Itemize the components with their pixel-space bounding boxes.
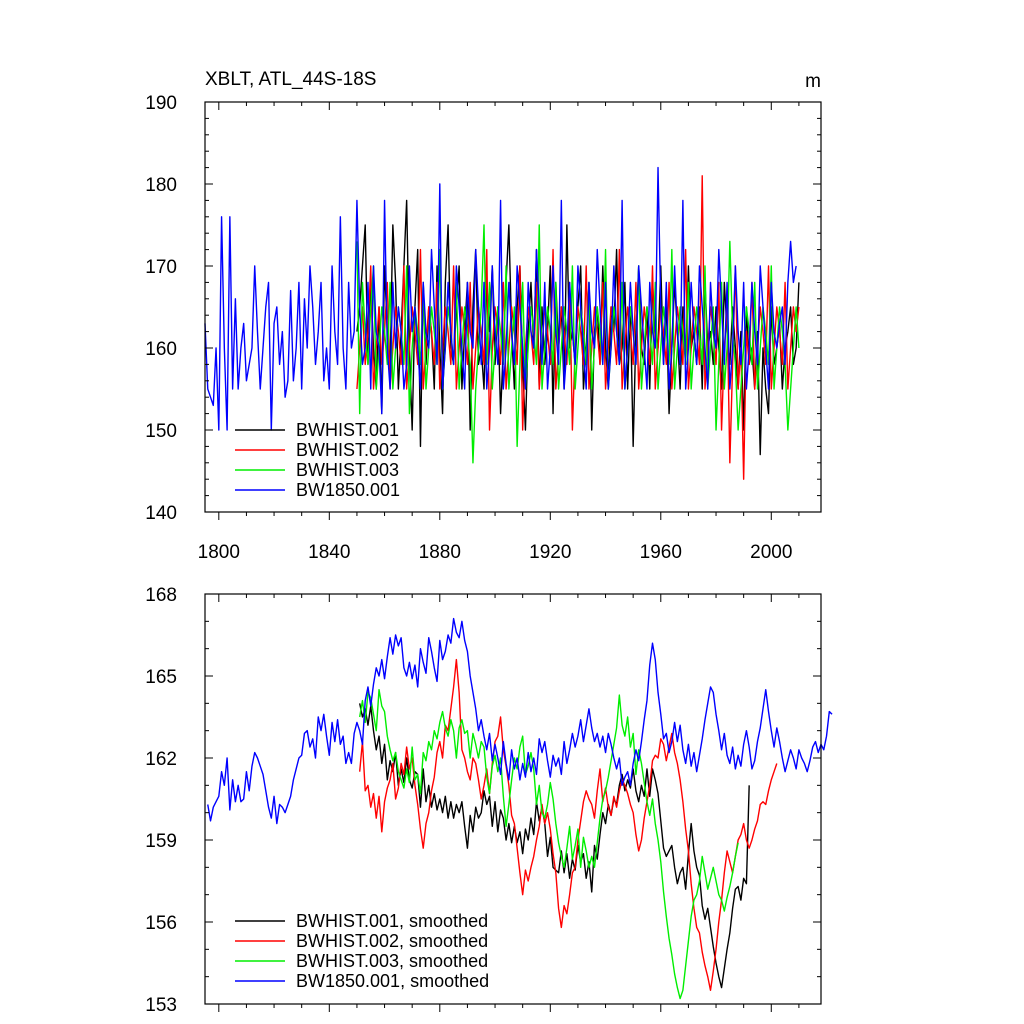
top-x-tick-label: 2000	[750, 542, 792, 563]
top-y-tick-label: 180	[145, 175, 177, 196]
bottom-series-line-3	[207, 617, 833, 825]
chart-title: XBLT, ATL_44S-18S	[205, 69, 376, 90]
top-legend-label-3: BW1850.001	[296, 480, 400, 500]
bottom-legend-label-3: BW1850.001, smoothed	[296, 971, 489, 991]
bottom-y-tick-label: 159	[145, 831, 177, 852]
top-y-tick-label: 140	[145, 503, 177, 524]
units-label: m	[805, 71, 821, 92]
bottom-legend-label-0: BWHIST.001, smoothed	[296, 911, 488, 931]
bottom-series-line-1	[358, 658, 778, 992]
bottom-y-tick-label: 153	[145, 995, 177, 1016]
bottom-plot-area	[207, 617, 833, 1000]
top-x-tick-label: 1960	[640, 542, 682, 563]
top-plot-frame	[204, 101, 822, 513]
bottom-y-tick-label: 165	[145, 667, 177, 688]
bottom-legend-label-1: BWHIST.002, smoothed	[296, 931, 488, 951]
top-y-tick-label: 150	[145, 421, 177, 442]
top-x-tick-label: 1800	[198, 542, 240, 563]
bottom-y-tick-label: 156	[145, 913, 177, 934]
top-legend-label-1: BWHIST.002	[296, 440, 399, 460]
top-series-line-2	[356, 224, 800, 464]
top-y-tick-label: 170	[145, 257, 177, 278]
bottom-plot-frame	[204, 593, 822, 1005]
bottom-axis-ticks: 153 156 159 162 165 168	[145, 585, 821, 1016]
bottom-y-tick-label: 168	[145, 585, 177, 606]
bottom-y-tick-label: 162	[145, 749, 177, 770]
top-legend-label-0: BWHIST.001	[296, 420, 399, 440]
top-x-tick-label: 1920	[529, 542, 571, 563]
top-panel: 140 150 160 170 180 190 1800 1840 1880 1920 1960 20…	[145, 93, 822, 563]
top-legend-label-2: BWHIST.003	[296, 460, 399, 480]
bottom-series-line-2	[358, 688, 739, 1000]
top-x-tick-label: 1840	[308, 542, 350, 563]
bottom-series-line-0	[359, 703, 750, 989]
bottom-legend-label-2: BWHIST.003, smoothed	[296, 951, 488, 971]
top-axis-ticks: 140 150 160 170 180 190 1800 1840 1880 1920 1960 20…	[145, 93, 821, 563]
top-y-tick-label: 160	[145, 339, 177, 360]
top-y-tick-label: 190	[145, 93, 177, 114]
top-series-line-3	[204, 166, 797, 431]
top-plot-area	[204, 166, 800, 480]
top-x-tick-label: 1880	[419, 542, 461, 563]
